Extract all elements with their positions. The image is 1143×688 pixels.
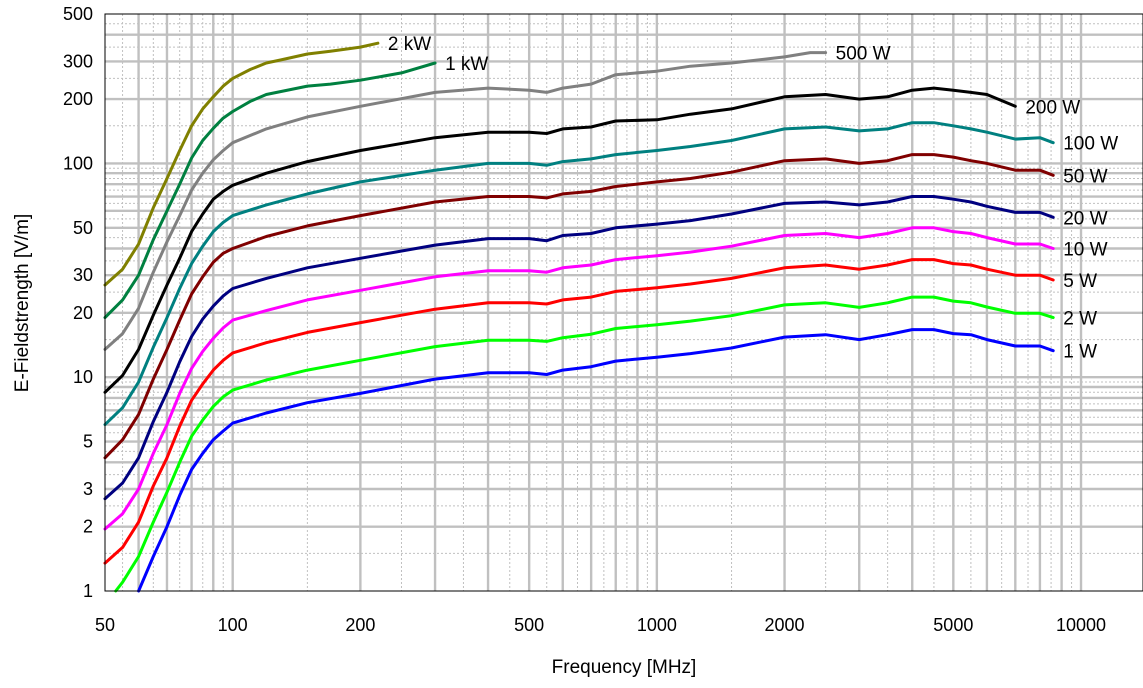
x-tick-label: 200 [345,615,375,635]
series-line [137,328,1055,593]
x-tick-label: 10000 [1056,615,1106,635]
series-label: 20 W [1063,208,1107,229]
y-tick-label: 300 [63,51,93,71]
x-tick-labels: 50 100 200 500 1000 2000 5000 10000 [95,615,1106,635]
y-tick-label: 100 [63,153,93,173]
series-label: 1 kW [445,54,488,75]
series-line [103,51,828,351]
series-label: 500 W [836,44,891,65]
y-tick-label: 200 [63,89,93,109]
x-tick-label: 500 [514,615,544,635]
series-line [114,295,1055,593]
y-tick-label: 1 [83,581,93,601]
x-tick-label: 5000 [933,615,973,635]
series-label: 50 W [1063,166,1107,187]
series-label: 2 W [1063,309,1097,330]
series-label: 10 W [1063,240,1107,261]
x-tick-label: 2000 [765,615,805,635]
x-tick-label: 50 [95,615,115,635]
x-tick-label: 1000 [637,615,677,635]
y-axis-title: E-Fieldstrength [V/m] [12,214,33,392]
y-tick-label: 2 [83,517,93,537]
series-label: 1 W [1063,342,1097,363]
y-tick-label: 10 [73,367,93,387]
plot-frame [104,13,1143,592]
series-line [103,153,1055,460]
series-line [103,61,437,320]
series-layer [103,41,1055,593]
series-label: 2 kW [388,34,431,55]
series-label: 100 W [1063,134,1118,155]
y-tick-label: 30 [73,265,93,285]
series-line [103,86,1017,394]
y-tick-label: 50 [73,218,93,238]
y-tick-label: 20 [73,303,93,323]
series-line [103,195,1055,501]
series-line [103,41,380,287]
x-tick-label: 100 [218,615,248,635]
y-tick-label: 500 [63,4,93,24]
series-label: 200 W [1025,97,1080,118]
y-tick-labels: 1 2 3 5 10 20 30 50 100 200 300 500 [63,4,93,601]
series-line [103,226,1055,531]
x-axis-title: Frequency [MHz] [552,657,697,678]
y-tick-label: 5 [83,432,93,452]
y-tick-label: 3 [83,479,93,499]
series-labels: 2 kW 1 kW 500 W 200 W 100 W 50 W 20 W 10 W 5 W 2 … [388,34,1118,363]
series-line [103,258,1055,565]
series-line [103,121,1055,427]
series-label: 5 W [1063,271,1097,292]
